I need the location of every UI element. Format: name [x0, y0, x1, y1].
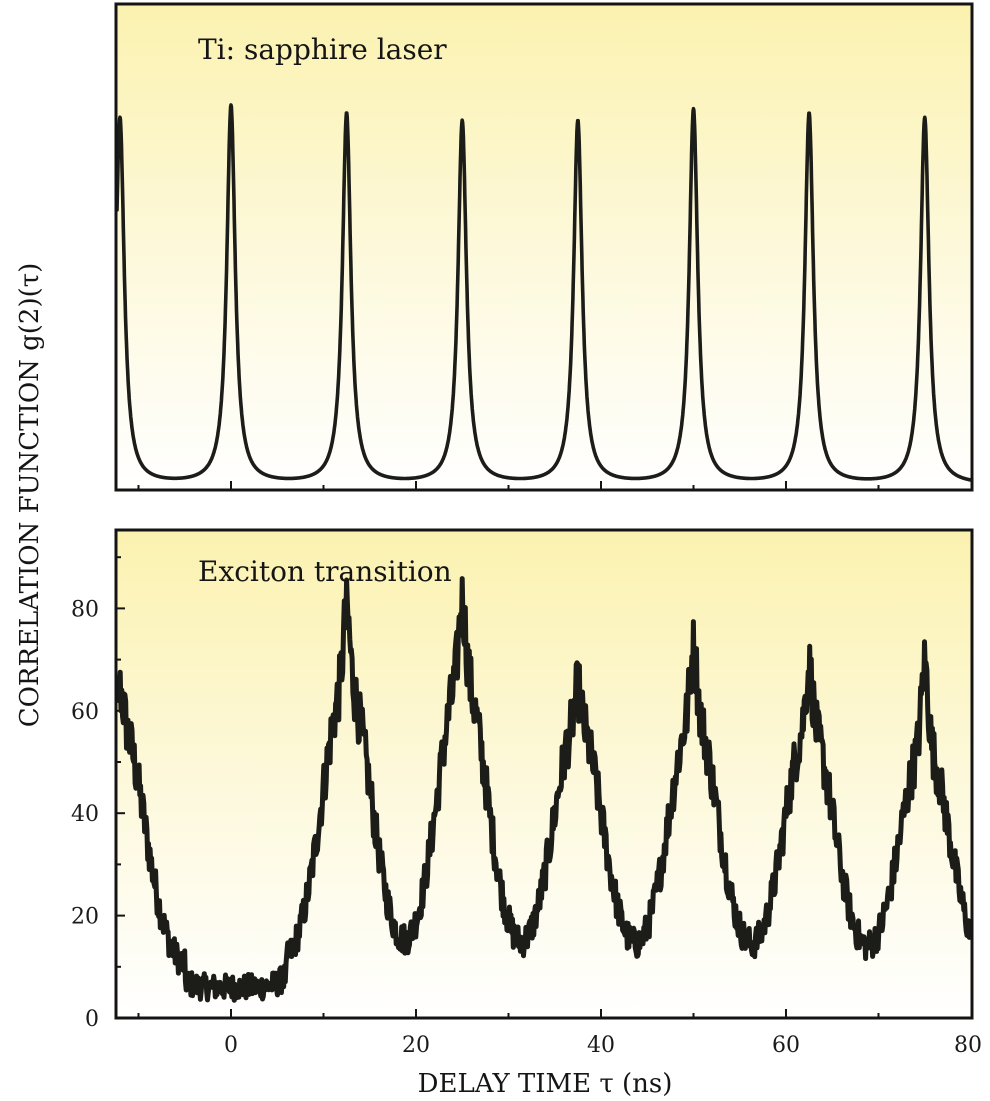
bottom-panel-frame — [114, 528, 974, 1020]
y-tick-label: 0 — [85, 1007, 99, 1032]
y-tick-label: 60 — [71, 700, 99, 725]
x-tick-labels: 0 20 40 60 80 — [224, 1033, 982, 1058]
x-tick-label: 20 — [402, 1033, 430, 1058]
y-tick-label: 80 — [71, 597, 99, 622]
exciton-trace — [114, 576, 974, 1003]
top-panel: Ti: sapphire laser — [114, 2, 974, 492]
y-tick-label: 20 — [71, 905, 99, 930]
x-tick-label: 80 — [954, 1033, 982, 1058]
x-tick-label: 60 — [772, 1033, 800, 1058]
top-panel-frame — [114, 2, 974, 492]
y-axis-title: CORRELATION FUNCTION g(2)(τ) — [15, 263, 45, 728]
bottom-panel-label: Exciton transition — [198, 555, 452, 588]
x-axis-title: DELAY TIME τ (ns) — [418, 1069, 673, 1099]
bottom-panel-background — [116, 530, 972, 1018]
top-panel-label: Ti: sapphire laser — [198, 33, 447, 66]
bottom-panel: Exciton transition 0 20 40 60 80 0 20 40 60 80 — [71, 528, 982, 1058]
x-tick-label: 40 — [587, 1033, 615, 1058]
y-tick-labels: 0 20 40 60 80 — [71, 597, 99, 1032]
y-tick-label: 40 — [71, 802, 99, 827]
x-tick-label: 0 — [224, 1033, 238, 1058]
ti-sapphire-trace — [115, 103, 973, 482]
top-panel-background — [116, 4, 972, 490]
